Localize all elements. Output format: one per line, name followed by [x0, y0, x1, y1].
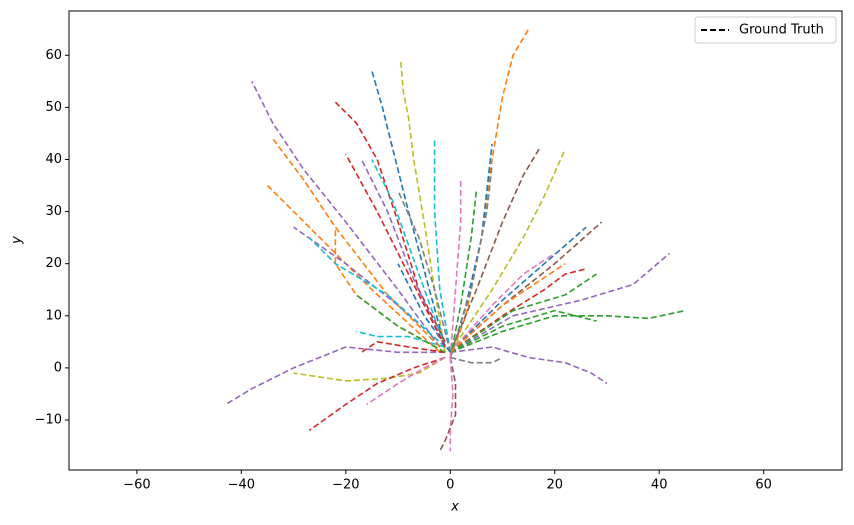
- trajectory: [293, 356, 446, 382]
- y-tick-label: 20: [45, 256, 62, 271]
- trajectory: [449, 263, 566, 353]
- legend: Ground Truth: [694, 16, 837, 44]
- trajectory: [449, 273, 597, 353]
- legend-label: Ground Truth: [739, 23, 824, 38]
- y-tick-label: 0: [54, 360, 62, 375]
- trajectory: [449, 164, 493, 358]
- plot-lines: [225, 28, 686, 452]
- y-axis-label: y: [10, 236, 25, 245]
- y-tick-label: −10: [35, 412, 62, 427]
- trajectory: [449, 268, 587, 353]
- trajectory: [266, 184, 441, 353]
- trajectory: [334, 227, 446, 353]
- trajectory: [308, 356, 446, 432]
- x-tick-label: −20: [332, 478, 359, 493]
- trajectory: [449, 148, 566, 353]
- trajectory: [439, 357, 457, 452]
- x-tick-label: 40: [651, 478, 668, 493]
- x-tick-label: 20: [546, 478, 563, 493]
- x-tick-label: −40: [228, 478, 255, 493]
- trajectory: [449, 226, 587, 353]
- trajectory: [449, 252, 556, 353]
- y-tick-label: 50: [45, 100, 62, 115]
- trajectory: [433, 138, 452, 353]
- y-tick-label: 60: [45, 48, 62, 63]
- axes-frame: [68, 10, 843, 471]
- trajectory: [450, 309, 686, 354]
- trajectory: [450, 346, 608, 385]
- trajectory: [251, 80, 441, 348]
- y-tick-label: 40: [45, 152, 62, 167]
- trajectory: [308, 237, 446, 348]
- trajectory: [360, 159, 446, 348]
- trajectory: [371, 159, 446, 348]
- x-tick-label: 60: [755, 478, 772, 493]
- trajectory: [345, 153, 446, 348]
- y-tick-label: 30: [45, 204, 62, 219]
- trajectory: [366, 356, 446, 406]
- trajectory: [272, 138, 441, 348]
- legend-box: [694, 16, 837, 44]
- trajectory: [449, 357, 454, 452]
- trajectory: [397, 190, 452, 353]
- x-tick-label: 0: [446, 478, 454, 493]
- y-tick-label: 10: [45, 308, 62, 323]
- trajectory: [449, 28, 530, 358]
- trajectory: [449, 180, 462, 358]
- trajectory: [397, 263, 451, 353]
- trajectory: [449, 190, 478, 358]
- trajectory: [225, 346, 446, 406]
- trajectory: [361, 340, 446, 354]
- trajectory: [449, 252, 671, 353]
- trajectory: [449, 148, 540, 353]
- trajectory: [449, 221, 603, 353]
- trajectory: [371, 70, 446, 348]
- trajectory: [449, 309, 597, 354]
- x-axis-label: x: [450, 500, 459, 515]
- trajectory: [450, 356, 503, 364]
- x-tick-label: −60: [123, 478, 150, 493]
